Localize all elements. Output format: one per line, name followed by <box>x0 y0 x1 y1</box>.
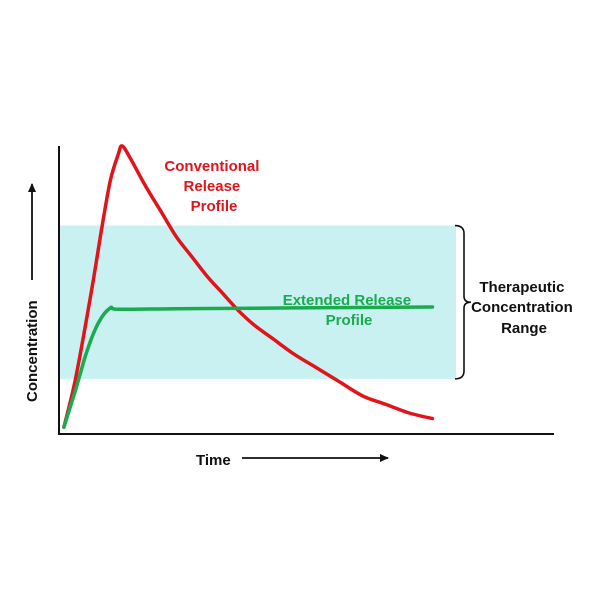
conventional-release-line <box>62 144 435 429</box>
therapeutic-label-line-1: Therapeutic <box>479 279 564 296</box>
y-axis-label: Concentration <box>24 300 41 402</box>
therapeutic-range-label: Therapeutic Concentration Range <box>471 279 577 337</box>
therapeutic-label-line-2: Concentration <box>471 299 573 316</box>
therapeutic-label-line-3: Range <box>501 320 547 337</box>
extended-label-line-1: Extended Release <box>283 292 411 309</box>
extended-label-line-2: Profile <box>326 312 373 329</box>
therapeutic-range-band <box>60 225 456 379</box>
conventional-label: Conventional Release Profile <box>164 158 263 215</box>
extended-label: Extended Release Profile <box>283 292 416 329</box>
x-axis-label: Time <box>196 452 231 469</box>
conventional-label-line-1: Conventional <box>164 158 259 175</box>
conventional-label-line-3: Profile <box>191 198 238 215</box>
extended-release-line <box>62 305 435 429</box>
therapeutic-range-bracket <box>454 224 472 380</box>
conventional-label-line-2: Release <box>184 178 241 195</box>
